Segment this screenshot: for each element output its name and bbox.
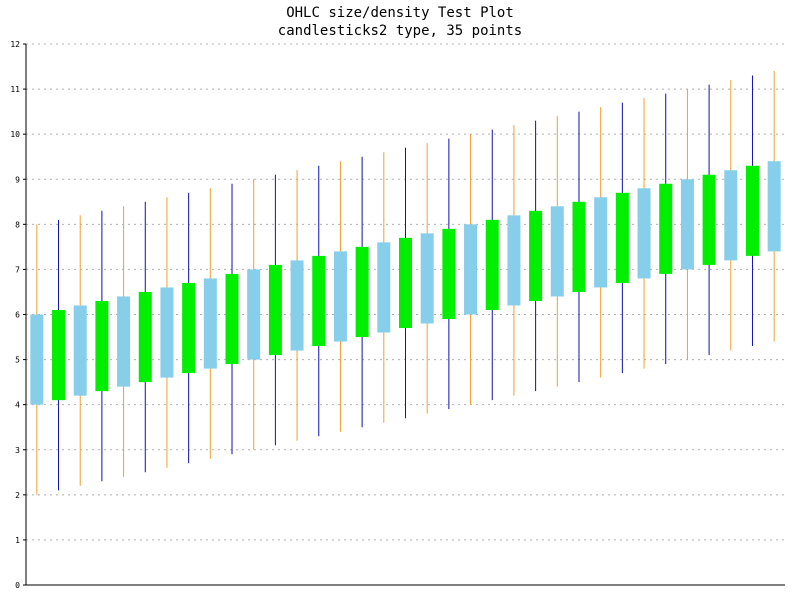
candle-up: [572, 111, 586, 383]
candle-up: [399, 147, 412, 419]
candle-body: [399, 237, 412, 329]
candle-down: [333, 161, 347, 432]
candle-body: [247, 269, 261, 360]
chart-subtitle: candlesticks2 type, 35 points: [277, 23, 523, 39]
candle-up: [745, 75, 759, 347]
candle-body: [52, 309, 66, 401]
candle-body: [659, 183, 673, 274]
y-tick-label: 0: [15, 581, 20, 590]
candle-up: [268, 174, 282, 446]
candle-body: [95, 300, 109, 392]
candle-body: [160, 287, 174, 378]
y-tick-label: 4: [15, 401, 20, 410]
candle-body: [529, 210, 543, 301]
candle-down: [73, 215, 87, 486]
candle-body: [420, 233, 434, 324]
candle-up: [138, 201, 152, 473]
candle-up: [702, 84, 716, 356]
candle-body: [485, 219, 499, 310]
candle-up: [485, 129, 499, 401]
candle-down: [464, 134, 478, 405]
candle-body: [767, 161, 781, 252]
candle-body: [333, 251, 347, 342]
candle-up: [95, 210, 109, 482]
candle-body: [355, 246, 369, 338]
candle-down: [724, 80, 738, 351]
y-tick-label: 9: [15, 175, 20, 184]
y-tick-label: 10: [10, 130, 20, 139]
candle-body: [73, 305, 87, 396]
candles-layer: [30, 71, 781, 495]
candle-body: [702, 174, 716, 265]
candle-body: [745, 165, 759, 256]
candle-down: [507, 125, 521, 396]
candle-up: [52, 219, 66, 491]
candle-body: [615, 192, 629, 283]
candle-body: [680, 179, 694, 270]
y-tick-label: 12: [10, 40, 20, 49]
chart-title: OHLC size/density Test Plot: [286, 5, 514, 21]
candle-up: [529, 120, 543, 392]
candle-up: [355, 156, 369, 428]
candle-down: [550, 116, 564, 387]
candle-down: [117, 206, 131, 477]
candle-body: [507, 215, 521, 306]
candle-body: [117, 296, 131, 387]
candle-up: [182, 192, 196, 464]
y-tick-label: 1: [15, 536, 20, 545]
candle-down: [637, 98, 651, 369]
candle-body: [268, 264, 282, 356]
y-tick-label: 11: [10, 85, 20, 94]
candle-down: [247, 179, 261, 450]
candle-down: [203, 188, 217, 459]
y-tick-label: 6: [15, 311, 20, 320]
y-tick-label: 8: [15, 220, 20, 229]
candle-down: [680, 89, 694, 360]
candle-up: [442, 138, 456, 410]
candle-body: [724, 170, 738, 261]
axes: [25, 44, 785, 586]
candle-up: [615, 102, 629, 374]
candle-body: [312, 255, 326, 347]
candle-body: [182, 282, 196, 374]
candle-down: [160, 197, 174, 468]
candle-body: [550, 206, 564, 297]
candle-down: [377, 152, 391, 423]
candle-body: [225, 273, 239, 365]
y-tick-label: 3: [15, 446, 20, 455]
candle-down: [420, 143, 434, 414]
y-tick-label: 5: [15, 356, 20, 365]
candle-down: [30, 224, 44, 495]
candle-body: [464, 224, 478, 315]
y-tick-label: 7: [15, 265, 20, 274]
candle-body: [203, 278, 217, 369]
candle-body: [442, 228, 456, 320]
candle-down: [290, 170, 304, 441]
candle-down: [767, 71, 781, 342]
candle-body: [30, 314, 44, 405]
candle-body: [138, 291, 152, 383]
candle-up: [659, 93, 673, 365]
candle-down: [594, 107, 608, 378]
candle-body: [637, 188, 651, 279]
candle-body: [377, 242, 391, 333]
candle-body: [572, 201, 586, 292]
y-tick-label: 2: [15, 491, 20, 500]
candle-body: [290, 260, 304, 351]
candle-up: [225, 183, 239, 455]
candle-up: [312, 165, 326, 437]
candle-body: [594, 197, 608, 288]
